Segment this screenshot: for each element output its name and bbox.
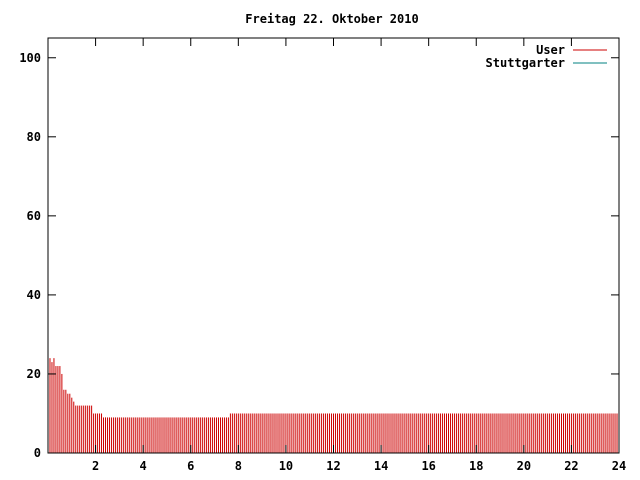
y-tick-label-80: 80 [27,130,41,144]
x-tick-label-20: 20 [517,459,531,473]
legend-label-user: User [536,43,565,57]
x-tick-label-4: 4 [140,459,147,473]
x-tick-label-10: 10 [279,459,293,473]
y-tick-label-100: 100 [19,51,41,65]
bars-layer [47,358,620,453]
y-tick-label-40: 40 [27,288,41,302]
x-tick-label-18: 18 [469,459,483,473]
x-tick-label-24: 24 [612,459,626,473]
legend-label-stuttgarter: Stuttgarter [486,56,565,70]
x-tick-label-6: 6 [187,459,194,473]
x-tick-label-16: 16 [421,459,435,473]
x-tick-label-8: 8 [235,459,242,473]
y-tick-label-0: 0 [34,446,41,460]
y-tick-label-20: 20 [27,367,41,381]
chart-title: Freitag 22. Oktober 2010 [245,12,418,26]
x-tick-label-14: 14 [374,459,388,473]
y-tick-label-60: 60 [27,209,41,223]
x-tick-label-2: 2 [92,459,99,473]
x-tick-label-12: 12 [326,459,340,473]
x-tick-label-22: 22 [564,459,578,473]
